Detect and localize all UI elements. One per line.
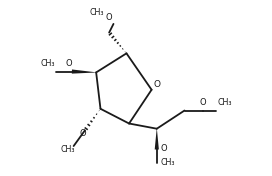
Text: O: O: [105, 13, 112, 22]
Text: O: O: [79, 129, 86, 138]
Polygon shape: [155, 129, 159, 149]
Text: CH₃: CH₃: [41, 59, 55, 68]
Text: CH₃: CH₃: [60, 145, 75, 154]
Text: CH₃: CH₃: [217, 98, 231, 107]
Text: CH₃: CH₃: [89, 8, 104, 17]
Text: O: O: [153, 80, 160, 89]
Text: O: O: [199, 98, 206, 107]
Text: O: O: [160, 144, 167, 153]
Polygon shape: [72, 70, 96, 74]
Text: O: O: [66, 59, 72, 68]
Text: CH₃: CH₃: [160, 158, 175, 167]
